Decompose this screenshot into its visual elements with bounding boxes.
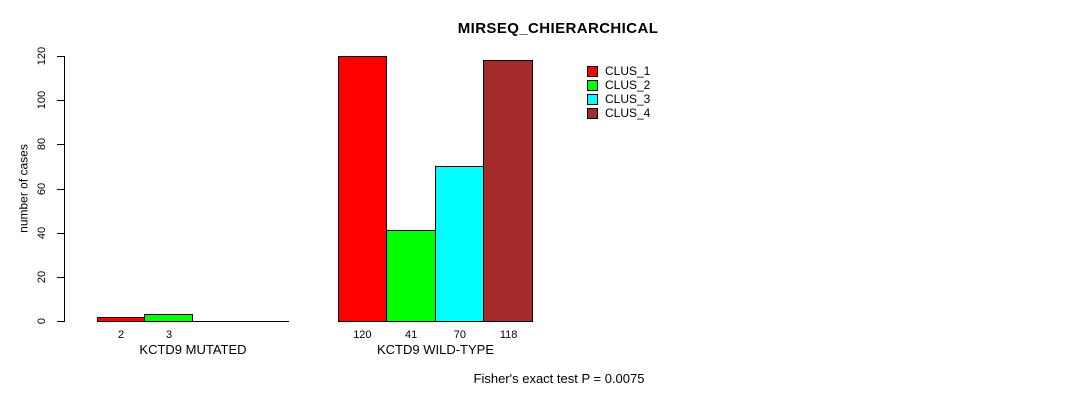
bar-clus_2-group2 [385,230,436,322]
bar-value-label: 2 [117,329,125,341]
bar-value-label: 3 [165,329,173,341]
legend-swatch-clus_4 [587,108,598,119]
y-tick [57,232,64,234]
fisher-test-footnote: Fisher's exact test P = 0.0075 [473,371,645,386]
bar-clus_2-group1 [144,314,193,322]
legend-swatch-clus_1 [587,66,598,77]
y-tick [57,144,64,146]
bar-clus_1-group2 [338,56,387,322]
y-tick-label: 20 [36,270,48,283]
y-tick-label: 0 [36,317,48,325]
bar-clus_3-group2 [434,166,485,322]
y-tick-label: 40 [36,226,48,239]
legend-label-clus_4: CLUS_4 [605,106,651,120]
y-tick [57,276,64,278]
y-tick [57,321,64,322]
bar-clus_1-group1 [97,316,145,322]
y-tick-label: 60 [36,182,48,195]
y-tick [57,100,64,102]
y-tick [57,56,64,57]
zero-bar-baseline [97,321,289,322]
legend-label-clus_1: CLUS_1 [605,64,651,78]
y-axis-line [64,56,65,322]
legend-swatch-clus_3 [587,94,598,105]
bar-value-label: 118 [499,329,518,341]
legend-swatch-clus_2 [587,80,598,91]
y-tick [57,188,64,190]
legend-label-clus_2: CLUS_2 [605,78,651,92]
y-tick-label: 120 [36,46,48,66]
bar-value-label: 120 [353,329,372,341]
y-axis-label: number of cases [16,144,31,233]
x-group-label: KCTD9 WILD-TYPE [376,342,494,357]
x-group-label: KCTD9 MUTATED [139,342,247,357]
y-tick-label: 80 [36,138,48,151]
legend-label-clus_3: CLUS_3 [605,92,651,106]
bar-clus_4-group2 [483,60,533,322]
bar-value-label: 70 [453,329,466,341]
chart-title: MIRSEQ_CHIERARCHICAL [457,20,659,37]
bar-value-label: 41 [405,329,418,341]
y-tick-label: 100 [36,90,48,110]
